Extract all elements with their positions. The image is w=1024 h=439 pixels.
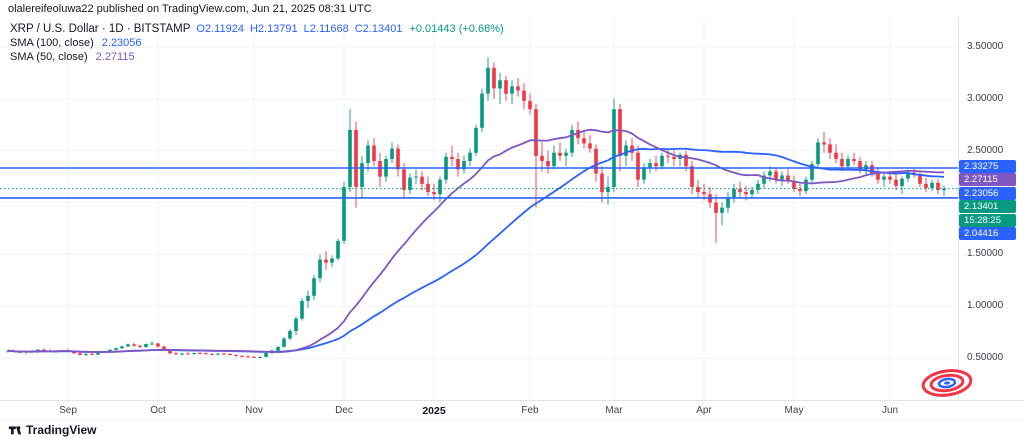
- lower-line-price-tag: 2.04416: [959, 227, 1016, 240]
- tradingview-logo-icon[interactable]: [8, 423, 22, 437]
- low-value: 2.11668: [309, 23, 349, 35]
- legend: XRP / U.S. Dollar · 1D · BITSTAMP O2.1192…: [10, 22, 504, 64]
- time-tick-label: Apr: [696, 405, 712, 416]
- attribution-text: olalereifeoluwa22 published on TradingVi…: [8, 3, 372, 15]
- symbol-row[interactable]: XRP / U.S. Dollar · 1D · BITSTAMP O2.1192…: [10, 22, 504, 36]
- price-tick-label: 1.50000: [967, 248, 1004, 260]
- price-tick-label: 1.00000: [967, 300, 1004, 312]
- sma50-value: 2.27115: [95, 51, 135, 63]
- time-tick-label: Jun: [881, 405, 899, 416]
- sma-100-line[interactable]: [7, 147, 945, 353]
- price-tick-label: 0.50000: [967, 352, 1004, 363]
- high-label: H: [249, 23, 258, 35]
- last-price-tag: 2.13401: [959, 200, 1016, 214]
- price-tick-label: 2.50000: [967, 144, 1004, 156]
- time-tick-label: Dec: [335, 405, 353, 416]
- sma50-price-tag: 2.27115: [959, 173, 1016, 187]
- change-value: +0.01443 (+0.68%): [409, 23, 504, 35]
- low-label: L: [303, 23, 310, 35]
- sma100-value: 2.23056: [101, 37, 142, 49]
- close-value: 2.13401: [362, 23, 403, 35]
- symbol-title[interactable]: XRP / U.S. Dollar · 1D · BITSTAMP: [10, 23, 191, 35]
- time-axis[interactable]: Sep Oct Nov Dec 2025 Feb Mar Apr May Jun: [0, 400, 1024, 421]
- indicator-sma50[interactable]: SMA (50, close) 2.27115: [10, 50, 504, 64]
- time-tick-label: Oct: [150, 405, 166, 416]
- sma100-name: SMA (100, close): [10, 37, 94, 49]
- time-tick-label: May: [784, 405, 804, 416]
- price-tick-label: 3.00000: [967, 92, 1004, 104]
- tradingview-brand[interactable]: TradingView: [26, 423, 97, 437]
- target-sticker: [920, 368, 974, 403]
- grid: [0, 18, 958, 400]
- high-value: 2.13791: [257, 23, 298, 35]
- close-label: C: [354, 23, 363, 35]
- sma100-price-tag: 2.23056: [959, 186, 1016, 200]
- indicator-sma100[interactable]: SMA (100, close) 2.23056: [10, 36, 504, 50]
- open-value: 2.11924: [204, 23, 244, 35]
- candlestick-series: [6, 57, 946, 359]
- sma-50-line[interactable]: [7, 128, 945, 354]
- time-tick-label: Feb: [521, 405, 539, 416]
- target-sticker-icon: [921, 369, 973, 397]
- time-tick-label: Sep: [59, 405, 77, 416]
- countdown-tag: 15:28:25: [959, 213, 1016, 227]
- time-tick-label: 2025: [422, 405, 446, 417]
- sma50-name: SMA (50, close): [10, 51, 88, 63]
- price-tick-label: 3.50000: [967, 40, 1004, 52]
- upper-line-price-tag: 2.33275: [959, 160, 1016, 173]
- open-label: O: [196, 23, 205, 35]
- footer: TradingView: [0, 420, 1024, 439]
- time-tick-label: Nov: [245, 405, 263, 416]
- time-tick-label: Mar: [605, 405, 623, 416]
